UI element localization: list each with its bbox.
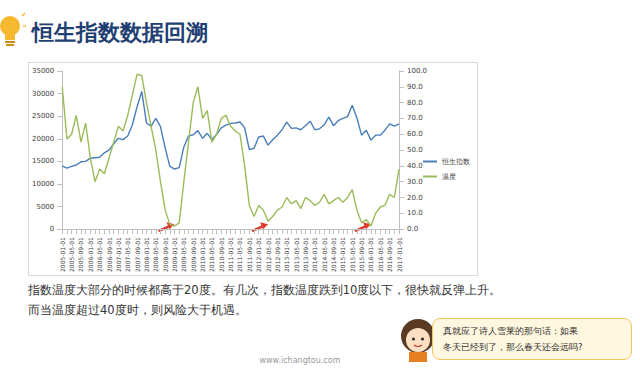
svg-text:2011-01-01: 2011-01-01 [227, 237, 234, 272]
html-text:冬天已经到了，那么春天还会远吗?: 冬天已经到了，那么春天还会远吗? [443, 342, 583, 352]
html-text:而当温度超过40度时，则风险大于机遇。: 而当温度超过40度时，则风险大于机遇。 [28, 303, 247, 317]
svg-text:2005-05-01: 2005-05-01 [68, 237, 75, 272]
svg-text:20.0: 20.0 [407, 194, 423, 202]
svg-text:2015-09-01: 2015-09-01 [358, 237, 365, 272]
svg-text:2012-09-01: 2012-09-01 [274, 237, 281, 272]
svg-text:2010-09-01: 2010-09-01 [218, 237, 225, 272]
svg-text:2017-01-01: 2017-01-01 [396, 237, 403, 272]
svg-text:70.0: 70.0 [407, 114, 423, 122]
html-text:www.ichangtou.com: www.ichangtou.com [259, 356, 341, 365]
svg-text:80.0: 80.0 [407, 99, 423, 107]
svg-text:2014-01-01: 2014-01-01 [311, 237, 318, 272]
svg-text:2008-09-01: 2008-09-01 [162, 237, 169, 272]
svg-text:2006-09-01: 2006-09-01 [106, 237, 113, 272]
svg-text:2007-05-01: 2007-05-01 [124, 237, 131, 272]
svg-text:0.0: 0.0 [407, 225, 418, 233]
svg-text:2006-01-01: 2006-01-01 [87, 237, 94, 272]
svg-text:2010-05-01: 2010-05-01 [208, 237, 215, 272]
svg-text:25000: 25000 [32, 112, 54, 120]
svg-text:2009-09-01: 2009-09-01 [190, 237, 197, 272]
svg-text:2007-01-01: 2007-01-01 [115, 237, 122, 272]
svg-text:2016-09-01: 2016-09-01 [386, 237, 393, 272]
html-text:指数温度大部分的时候都高于20度。有几次，指数温度跌到10度: 指数温度大部分的时候都高于20度。有几次，指数温度跌到10度以下，很快就反弹上升… [28, 283, 502, 297]
svg-text:10000: 10000 [32, 180, 54, 188]
svg-text:2008-01-01: 2008-01-01 [143, 237, 150, 272]
svg-text:2013-01-01: 2013-01-01 [283, 237, 290, 272]
svg-text:2015-01-01: 2015-01-01 [339, 237, 346, 272]
svg-text:20000: 20000 [32, 135, 54, 143]
svg-text:2014-09-01: 2014-09-01 [330, 237, 337, 272]
svg-text:10.0: 10.0 [407, 209, 423, 217]
svg-text:2011-09-01: 2011-09-01 [246, 237, 253, 272]
svg-text:恒生指数: 恒生指数 [441, 158, 470, 166]
svg-text:2009-05-01: 2009-05-01 [180, 237, 187, 272]
svg-text:30.0: 30.0 [407, 178, 423, 186]
svg-text:2015-05-01: 2015-05-01 [349, 237, 356, 272]
svg-text:0: 0 [50, 225, 54, 233]
svg-text:2012-01-01: 2012-01-01 [255, 237, 262, 272]
svg-text:5000: 5000 [36, 203, 54, 211]
svg-text:2005-09-01: 2005-09-01 [77, 237, 84, 272]
html-text:恒生指数数据回溯: 恒生指数数据回溯 [32, 20, 208, 45]
svg-text:2008-05-01: 2008-05-01 [152, 237, 159, 272]
svg-text:100.0: 100.0 [407, 67, 427, 75]
svg-text:2016-05-01: 2016-05-01 [377, 237, 384, 272]
svg-text:2005-01-01: 2005-01-01 [59, 237, 66, 272]
svg-text:温度: 温度 [442, 173, 456, 181]
svg-text:35000: 35000 [32, 67, 54, 75]
svg-text:2006-05-01: 2006-05-01 [96, 237, 103, 272]
svg-text:2009-01-01: 2009-01-01 [171, 237, 178, 272]
svg-text:2011-05-01: 2011-05-01 [236, 237, 243, 272]
svg-text:50.0: 50.0 [407, 146, 423, 154]
svg-text:2013-09-01: 2013-09-01 [302, 237, 309, 272]
svg-text:60.0: 60.0 [407, 130, 423, 138]
svg-text:2007-09-01: 2007-09-01 [134, 237, 141, 272]
svg-text:2013-05-01: 2013-05-01 [293, 237, 300, 272]
svg-text:30000: 30000 [32, 90, 54, 98]
svg-text:90.0: 90.0 [407, 83, 423, 91]
svg-text:40.0: 40.0 [407, 162, 423, 170]
svg-text:2010-01-01: 2010-01-01 [199, 237, 206, 272]
svg-text:15000: 15000 [32, 157, 54, 165]
svg-text:2012-05-01: 2012-05-01 [265, 237, 272, 272]
svg-text:2014-05-01: 2014-05-01 [321, 237, 328, 272]
svg-text:2016-01-01: 2016-01-01 [367, 237, 374, 272]
html-text:真就应了诗人雪莱的那句话：如果: 真就应了诗人雪莱的那句话：如果 [443, 326, 578, 336]
